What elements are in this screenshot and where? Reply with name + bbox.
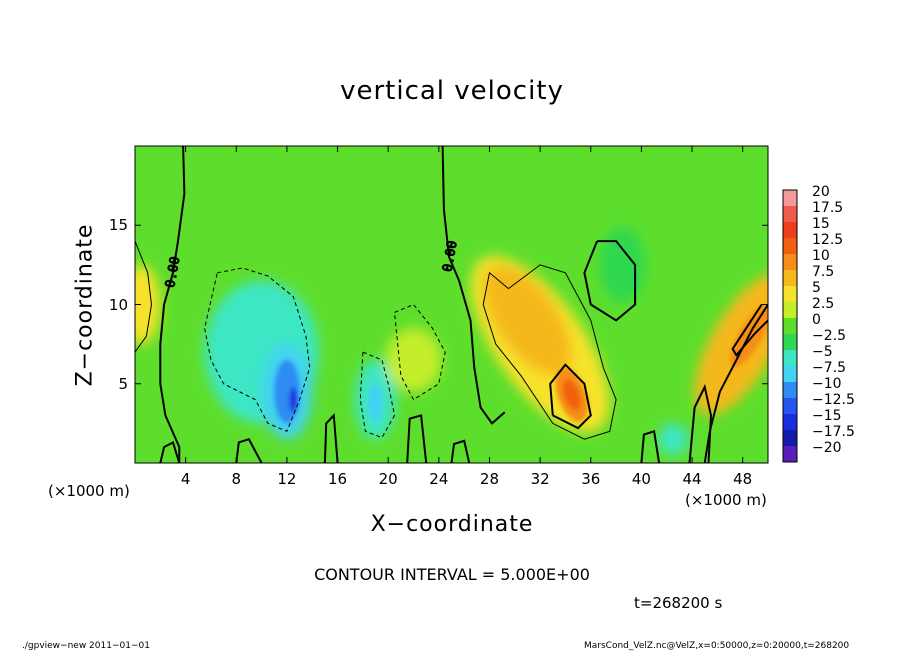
contour-line (688, 383, 713, 463)
colorbar-label: 15 (812, 216, 830, 232)
contour-line (731, 303, 768, 357)
contour-line (235, 437, 263, 463)
x-tick-label: 20 (378, 470, 398, 488)
x-tick-label: 48 (733, 470, 753, 488)
x-tick-label: 28 (479, 470, 500, 488)
colorbar-label: 20 (812, 184, 830, 200)
colorbar-label: −20 (812, 440, 842, 456)
time-stamp: t=268200 s (634, 594, 723, 612)
contour-value-label: 0.00 (163, 255, 183, 288)
heatmap-field: 0.00 0.00 (135, 146, 768, 463)
colorbar-swatch (783, 238, 797, 255)
x-tick-label: 44 (682, 470, 702, 488)
y-tick-label: 10 (108, 295, 128, 314)
contour-line (204, 267, 311, 432)
contour-line (549, 363, 592, 430)
field-patch (657, 423, 689, 456)
contour-interval: CONTOUR INTERVAL = 5.000E+00 (314, 565, 590, 584)
colorbar-swatch (783, 190, 797, 207)
contour-line (583, 240, 637, 322)
contour-line (406, 414, 428, 463)
colorbar-swatch (783, 334, 797, 351)
colorbar-swatch (783, 366, 797, 383)
colorbar-label: 0 (812, 312, 821, 328)
field-patch (385, 328, 442, 392)
y-axis-label: Z−coordinate (72, 223, 98, 387)
x-tick-label: 32 (530, 470, 550, 488)
colorbar-label: −15 (812, 408, 842, 424)
x-tick-label: 40 (631, 470, 651, 488)
colorbar-swatch (783, 350, 797, 367)
colorbar-frame (782, 189, 798, 463)
contour-line (441, 146, 506, 425)
colorbar-label: 2.5 (812, 296, 835, 312)
y-tick-label: 5 (118, 374, 128, 393)
x-tick-label: 12 (277, 470, 297, 488)
contour-line (394, 303, 446, 401)
colorbar-label: 10 (812, 248, 830, 264)
colorbar-swatch (783, 318, 797, 335)
field-patch (289, 386, 298, 413)
contour-line (159, 146, 186, 463)
colorbar-label: −5 (812, 344, 833, 360)
colorbar-label: −12.5 (812, 392, 855, 408)
field-patch (562, 379, 581, 410)
contour-line (135, 240, 153, 353)
y-tick-label: 15 (108, 216, 128, 235)
colorbar-swatch (783, 398, 797, 415)
x-tick-label: 36 (581, 470, 601, 488)
footer-left: ./gpview−new 2011−01−01 (22, 641, 150, 651)
colorbar-label: −7.5 (812, 360, 846, 376)
contour-line (450, 439, 471, 463)
chart-title: vertical velocity (340, 76, 564, 106)
colorbar-swatch (783, 414, 797, 431)
colorbar-label: −2.5 (812, 328, 846, 344)
contour-value-label: 0.00 (440, 240, 460, 273)
field-patch (599, 226, 646, 303)
colorbar-swatch (783, 430, 797, 447)
field-patch (367, 383, 384, 422)
colorbar-label: 12.5 (812, 232, 844, 248)
colorbar-swatch (783, 446, 797, 463)
contour-line (640, 429, 661, 463)
colorbar-swatch (783, 222, 797, 239)
colorbar-label: 17.5 (812, 200, 844, 216)
colorbar-label: 5 (812, 280, 821, 296)
colorbar-swatch (783, 382, 797, 399)
colorbar-label: 7.5 (812, 264, 835, 280)
colorbar-label: −17.5 (812, 424, 855, 440)
colorbar-swatch (783, 254, 797, 271)
colorbar-swatch (783, 206, 797, 223)
field-patch (483, 265, 572, 376)
x-unit-left: (×1000 m) (48, 482, 130, 500)
contour-line (159, 440, 181, 463)
colorbar-label: −10 (812, 376, 842, 392)
footer-right: MarsCond_VelZ.nc@VelZ,x=0:50000,z=0:2000… (584, 641, 850, 651)
x-unit-right: (×1000 m) (685, 491, 767, 509)
field-patch (135, 264, 161, 345)
colorbar-swatch (783, 286, 797, 303)
contour-line (359, 351, 396, 439)
colorbar-swatch (783, 302, 797, 319)
x-tick-label: 4 (180, 470, 191, 488)
contour-line (482, 264, 617, 440)
x-tick-label: 24 (429, 470, 449, 488)
x-tick-label: 16 (328, 470, 348, 488)
x-axis-label: X−coordinate (370, 512, 534, 537)
x-tick-label: 8 (231, 470, 242, 488)
colorbar-swatch (783, 270, 797, 287)
contour-line (323, 413, 339, 463)
